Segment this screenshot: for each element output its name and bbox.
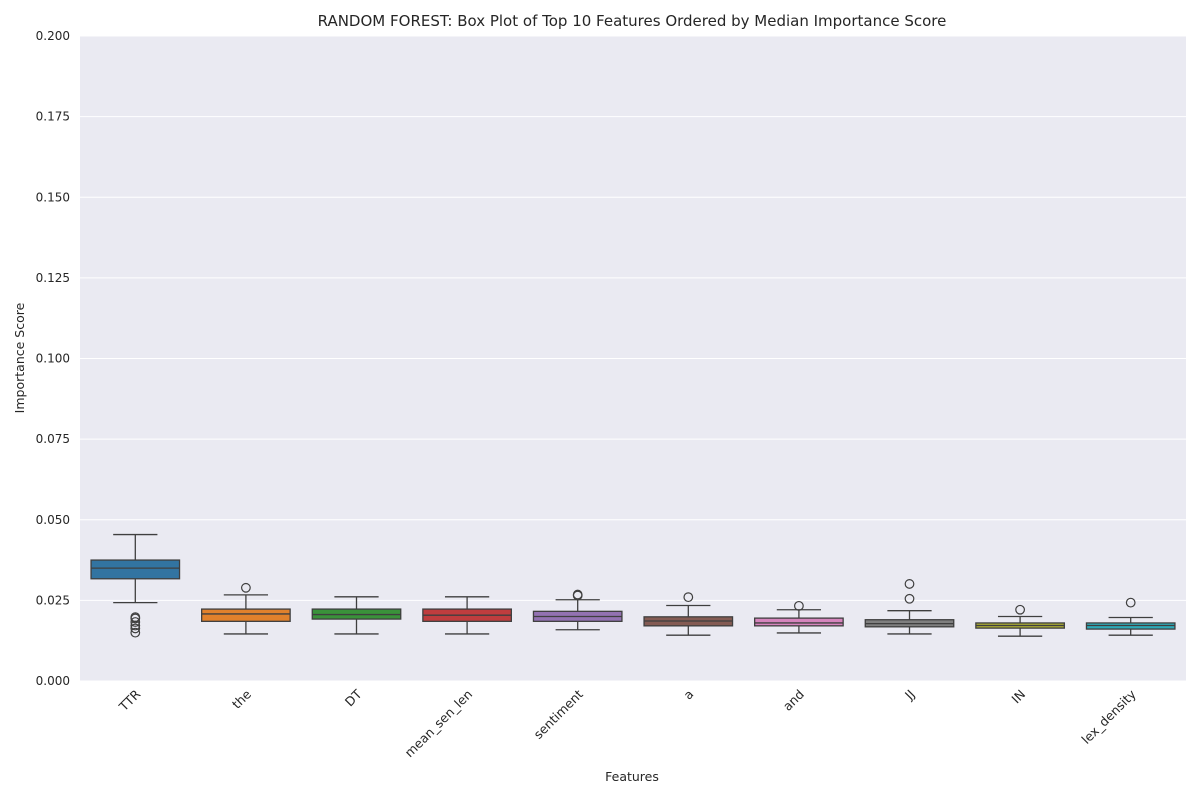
y-axis-label: Importance Score: [12, 302, 27, 413]
x-tick-label: sentiment: [531, 686, 586, 741]
y-tick-label: 0.075: [36, 432, 70, 446]
grid-lines: [80, 35, 1186, 682]
x-tick-label: mean_sen_len: [402, 687, 476, 761]
y-tick-label: 0.050: [36, 513, 70, 527]
outlier-point: [240, 582, 251, 593]
box-a: [643, 592, 734, 636]
x-tick-label: and: [780, 687, 807, 714]
boxes: [90, 533, 1176, 638]
x-tick-label: IN: [1008, 687, 1028, 707]
y-tick-label: 0.100: [36, 352, 70, 366]
y-tick-label: 0.125: [36, 271, 70, 285]
box-lex_density: [1085, 597, 1176, 636]
y-tick-label: 0.175: [36, 110, 70, 124]
x-tick-label: a: [680, 687, 696, 703]
box-the: [201, 582, 291, 635]
outlier-point: [130, 617, 141, 627]
outlier-point: [1125, 597, 1136, 608]
box-TTR: [90, 533, 181, 638]
outlier-point: [794, 600, 804, 611]
x-tick-label: DT: [342, 686, 365, 709]
outlier-point: [130, 612, 141, 623]
outlier-point: [904, 579, 915, 589]
outlier-point: [1015, 604, 1025, 615]
y-tick-label: 0.150: [36, 190, 70, 204]
x-tick-label: JJ: [901, 687, 918, 704]
outlier-point: [683, 592, 694, 603]
x-axis-label: Features: [605, 769, 659, 784]
box-mean_sen_len: [422, 596, 512, 635]
y-tick-label: 0.200: [36, 29, 70, 43]
outlier-point: [572, 589, 583, 600]
x-tick-label: the: [229, 686, 254, 711]
y-tick-label: 0.000: [36, 674, 70, 688]
box-IN: [975, 604, 1065, 637]
box-and: [754, 600, 844, 634]
x-tick-label: lex_density: [1078, 686, 1139, 747]
iqr-box: [90, 559, 181, 580]
iqr-box: [754, 617, 844, 627]
x-tick-label: TTR: [115, 686, 143, 714]
outlier-point: [904, 593, 915, 604]
box-JJ: [864, 579, 955, 635]
outlier-point: [130, 623, 141, 634]
outlier-point: [130, 627, 141, 638]
x-axis-ticks: TTR the DT mean_sen_len sentiment a and JJ IN lex…: [115, 686, 1139, 760]
iqr-box: [201, 608, 291, 622]
chart-title: RANDOM FOREST: Box Plot of Top 10 Featur…: [318, 12, 947, 30]
box-sentiment: [532, 589, 623, 631]
y-axis-ticks: 0.000 0.025 0.050 0.075 0.100 0.125 0.150 0.175…: [36, 29, 70, 688]
box-DT: [311, 596, 402, 635]
y-tick-label: 0.025: [36, 593, 70, 607]
